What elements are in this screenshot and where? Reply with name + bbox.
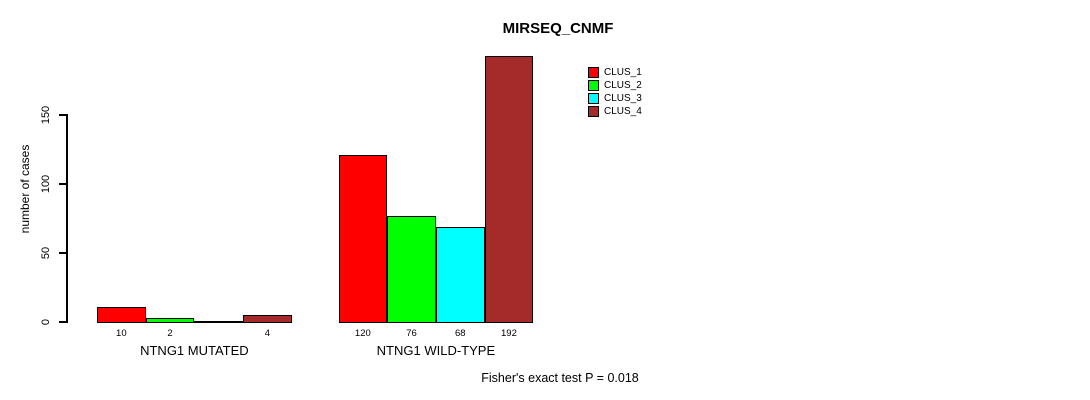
y-axis-tick-label: 0 [40, 318, 52, 326]
bar-clus_3 [435, 227, 485, 323]
y-axis-line [66, 114, 68, 323]
legend-label: CLUS_3 [604, 92, 642, 104]
category-label: NTNG1 MUTATED [140, 343, 249, 358]
y-axis-tick-label: 150 [40, 105, 52, 125]
legend-label: CLUS_1 [604, 66, 642, 78]
bar-clus_4 [484, 56, 534, 323]
y-axis-tick-label: 50 [40, 246, 52, 260]
bar-clus_1 [338, 155, 388, 323]
bar-value-label: 192 [501, 328, 517, 339]
bar-value-label: 2 [167, 328, 173, 339]
chart-title: MIRSEQ_CNMF [502, 20, 614, 37]
legend-swatch-clus_4 [588, 105, 599, 117]
bar-value-label: 120 [354, 328, 371, 339]
legend-item: CLUS_2 [588, 79, 642, 91]
bar-clus_2 [145, 318, 195, 323]
category-label: NTNG1 WILD-TYPE [376, 343, 496, 358]
bar-value-label: 68 [454, 328, 466, 339]
y-axis-tick [59, 114, 66, 116]
y-axis-tick [59, 252, 66, 254]
y-axis-tick-label: 100 [40, 174, 52, 194]
y-axis-title: number of cases [18, 144, 32, 234]
y-axis-tick [59, 183, 66, 185]
legend-swatch-clus_1 [588, 66, 599, 78]
legend-label: CLUS_2 [604, 79, 642, 91]
legend-swatch-clus_3 [588, 92, 599, 104]
bar-clus_2 [387, 216, 436, 323]
fisher-test-footnote: Fisher's exact test P = 0.018 [481, 371, 639, 385]
legend-item: CLUS_1 [588, 66, 642, 78]
bar-value-label: 10 [116, 328, 127, 339]
bar-clus_4 [243, 315, 292, 323]
bar-clus_3 [194, 321, 244, 323]
legend-item: CLUS_4 [588, 105, 642, 117]
legend-swatch-clus_2 [588, 79, 599, 91]
y-axis-tick [59, 321, 66, 323]
bar-value-label: 4 [264, 328, 271, 339]
bar-clus_1 [97, 307, 146, 323]
legend-item: CLUS_3 [588, 92, 642, 104]
bar-value-label: 76 [406, 328, 417, 339]
legend-label: CLUS_4 [604, 105, 642, 117]
